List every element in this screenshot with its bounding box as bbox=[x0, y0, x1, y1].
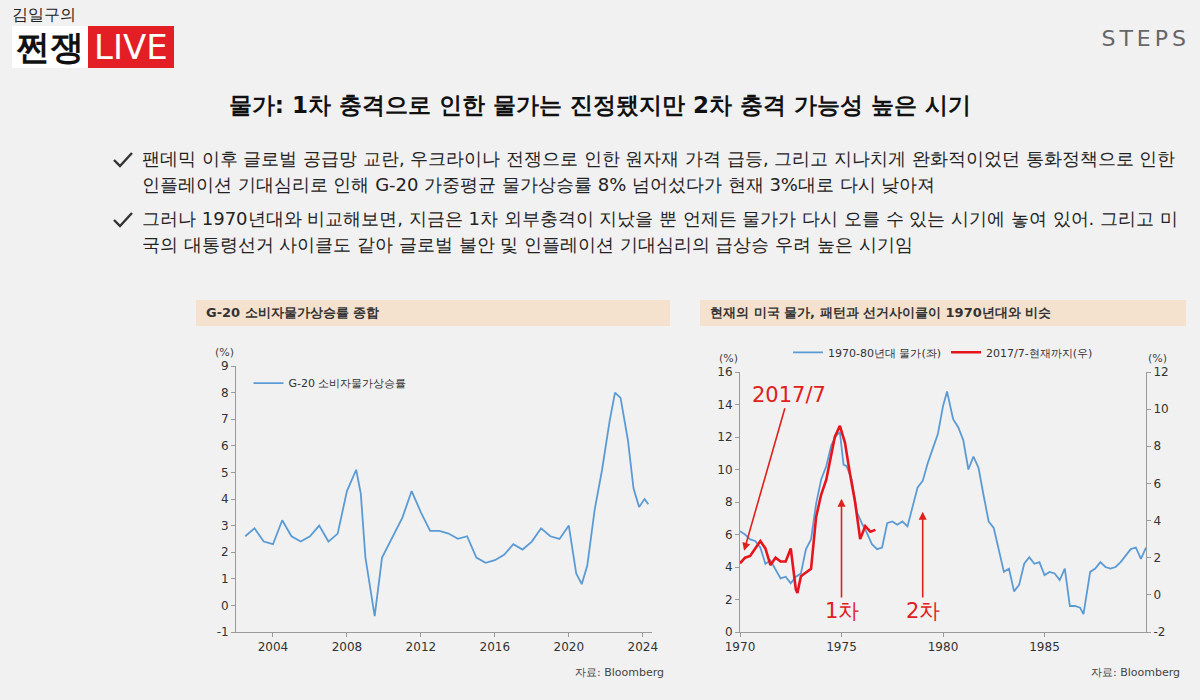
svg-text:2004: 2004 bbox=[258, 640, 289, 654]
svg-text:12: 12 bbox=[717, 430, 732, 444]
svg-text:G-20 소비자물가상승률: G-20 소비자물가상승률 bbox=[288, 377, 406, 390]
svg-text:1차: 1차 bbox=[825, 599, 859, 623]
svg-text:4: 4 bbox=[725, 560, 733, 574]
svg-text:(%): (%) bbox=[215, 346, 234, 359]
html-text:팬데믹 이후 글로벌 공급망 교란, 우크라이나 전쟁으로: 팬데믹 이후 글로벌 공급망 교란, 우크라이나 전쟁으로 인한 원자재 가격 … bbox=[142, 148, 1176, 195]
svg-text:1980: 1980 bbox=[928, 640, 959, 654]
svg-text:10: 10 bbox=[717, 463, 732, 477]
svg-text:0: 0 bbox=[221, 599, 229, 613]
svg-text:2012: 2012 bbox=[406, 640, 437, 654]
svg-text:2024: 2024 bbox=[627, 640, 658, 654]
svg-text:6: 6 bbox=[725, 528, 733, 542]
svg-text:1970: 1970 bbox=[725, 640, 756, 654]
svg-text:2017/7: 2017/7 bbox=[752, 383, 826, 407]
svg-text:12: 12 bbox=[1153, 365, 1168, 379]
svg-text:0: 0 bbox=[725, 625, 733, 639]
svg-text:2017/7-현재까지(우): 2017/7-현재까지(우) bbox=[986, 347, 1092, 360]
svg-text:3: 3 bbox=[221, 519, 229, 533]
svg-text:2: 2 bbox=[221, 545, 229, 559]
svg-text:16: 16 bbox=[717, 365, 732, 379]
svg-text:4: 4 bbox=[1153, 514, 1161, 528]
svg-text:8: 8 bbox=[1153, 439, 1161, 453]
svg-text:8: 8 bbox=[725, 495, 733, 509]
html-text:현재의 미국 물가, 패턴과 선거사이클이 1970년대와: 현재의 미국 물가, 패턴과 선거사이클이 1970년대와 비슷 bbox=[710, 305, 1052, 320]
html-text:STEPS: STEPS bbox=[1101, 26, 1190, 51]
svg-text:2008: 2008 bbox=[332, 640, 363, 654]
svg-text:-1: -1 bbox=[217, 625, 229, 639]
html-text:물가: 1차 충격으로 인한 물가는 진정됐지만 2차 충격: 물가: 1차 충격으로 인한 물가는 진정됐지만 2차 충격 가능성 높은 시기 bbox=[228, 92, 972, 118]
svg-text:1975: 1975 bbox=[826, 640, 857, 654]
svg-text:(%): (%) bbox=[719, 352, 738, 365]
html-text:김일구의: 김일구의 bbox=[12, 5, 76, 24]
svg-text:5: 5 bbox=[221, 466, 229, 480]
svg-text:1: 1 bbox=[221, 572, 229, 586]
svg-text:9: 9 bbox=[221, 359, 229, 373]
svg-text:1970-80년대 물가(좌): 1970-80년대 물가(좌) bbox=[828, 347, 941, 360]
svg-text:1985: 1985 bbox=[1029, 640, 1060, 654]
svg-text:7: 7 bbox=[221, 412, 229, 426]
html-text:쩐쟁 LIVE: 쩐쟁 LIVE bbox=[16, 27, 168, 67]
svg-text:6: 6 bbox=[221, 439, 229, 453]
svg-text:2차: 2차 bbox=[906, 599, 940, 623]
svg-text:6: 6 bbox=[1153, 477, 1161, 491]
svg-text:2: 2 bbox=[725, 593, 733, 607]
svg-text:0: 0 bbox=[1153, 588, 1161, 602]
html-text:그러나 1970년대와 비교해보면, 지금은 1차 외부충격: 그러나 1970년대와 비교해보면, 지금은 1차 외부충격이 지났을 뿐 언제… bbox=[142, 208, 1178, 255]
svg-text:2020: 2020 bbox=[554, 640, 585, 654]
html-text:G-20 소비자물가상승률 종합: G-20 소비자물가상승률 종합 bbox=[206, 305, 380, 320]
svg-text:10: 10 bbox=[1153, 402, 1168, 416]
html-text:자료: Bloomberg: 자료: Bloomberg bbox=[1091, 666, 1180, 679]
svg-text:8: 8 bbox=[221, 386, 229, 400]
svg-text:14: 14 bbox=[717, 398, 732, 412]
svg-text:2: 2 bbox=[1153, 551, 1161, 565]
svg-text:2016: 2016 bbox=[480, 640, 511, 654]
svg-text:-2: -2 bbox=[1153, 625, 1165, 639]
html-text:자료: Bloomberg: 자료: Bloomberg bbox=[575, 666, 664, 679]
svg-text:(%): (%) bbox=[1148, 352, 1167, 365]
svg-text:4: 4 bbox=[221, 492, 229, 506]
